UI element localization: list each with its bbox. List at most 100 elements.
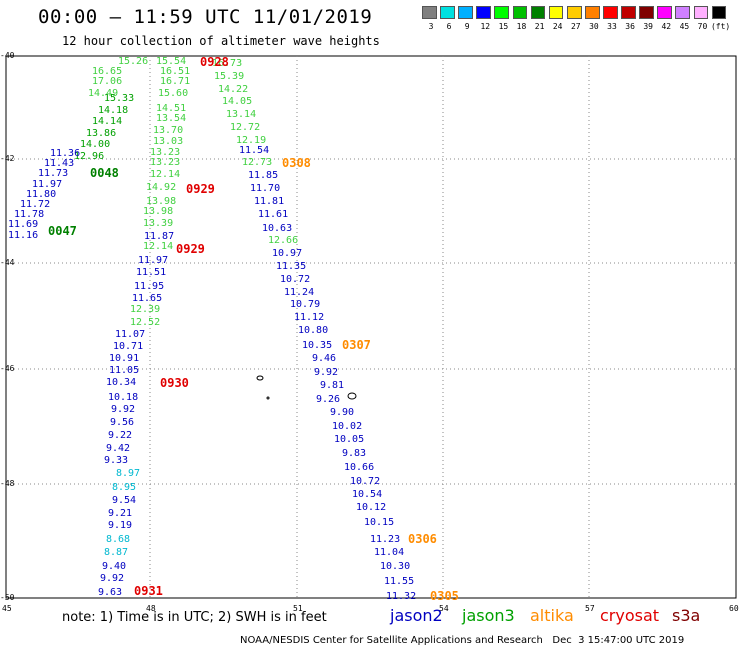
wave-height-value: 15.60 [158, 88, 189, 99]
wave-height-value: 10.97 [272, 248, 303, 259]
legend-swatch [711, 6, 727, 19]
pass-time-label: 0305 [430, 589, 459, 603]
wave-height-value: 10.80 [298, 325, 329, 336]
longitude-label: 60 [729, 604, 739, 613]
wave-height-value: 9.92 [314, 367, 339, 378]
wave-height-value: 8.68 [106, 534, 131, 545]
wave-height-value: 12.66 [268, 235, 299, 246]
legend-label: 30 [589, 22, 599, 31]
wave-height-value: 11.16 [8, 229, 39, 241]
wave-height-value: 9.26 [316, 394, 341, 405]
legend-swatch [530, 6, 546, 19]
wave-height-value: 9.19 [108, 520, 133, 531]
wave-height-value: 11.95 [134, 281, 165, 292]
wave-height-value: 9.21 [108, 508, 133, 519]
wave-height-value: 12.14 [143, 241, 174, 252]
satellite-name-s3a: s3a [672, 606, 701, 625]
latitude-label: -48 [0, 479, 15, 488]
legend-label: 6 [446, 22, 452, 31]
legend-swatch [494, 6, 510, 19]
wave-height-value: 9.83 [342, 448, 367, 459]
wave-height-value: 10.91 [109, 353, 140, 364]
latitude-label: -42 [0, 154, 15, 163]
wave-height-value: 13.14 [226, 109, 257, 120]
wave-height-value: 10.35 [302, 340, 333, 351]
wave-height-value: 11.97 [138, 255, 169, 266]
wave-height-value: 10.18 [108, 392, 139, 403]
wave-height-value: 10.72 [350, 476, 381, 487]
wave-height-value: 11.69 [8, 219, 39, 231]
wave-height-value: 11.35 [276, 261, 307, 272]
credit-line: NOAA/NESDIS Center for Satellite Applica… [240, 635, 685, 646]
latitude-label: -46 [0, 364, 15, 373]
wave-height-value: 8.87 [104, 547, 129, 558]
wave-height-value: 11.65 [132, 293, 163, 304]
wave-height-value: 16.65 [92, 66, 123, 77]
legend-swatch [476, 6, 492, 19]
wave-height-value: 9.92 [111, 404, 136, 415]
legend-label: 33 [607, 22, 617, 31]
map-title: 00:00 — 11:59 UTC 11/01/2019 [38, 6, 373, 28]
wave-height-value: 9.54 [112, 495, 137, 506]
island-outline [256, 375, 264, 381]
wave-height-value: 9.40 [102, 561, 127, 572]
wave-height-value: 11.87 [144, 231, 175, 242]
legend-label: (ft) [710, 22, 731, 31]
wave-height-value: 12.14 [150, 169, 181, 180]
wave-height-value: 9.92 [100, 573, 125, 584]
wave-height-value: 12.52 [130, 317, 161, 328]
wave-height-value: 10.02 [332, 421, 363, 432]
wave-height-value: 10.66 [344, 462, 375, 473]
wave-height-value: 15.39 [214, 71, 245, 82]
legend-swatch [584, 6, 600, 19]
legend-swatch [440, 6, 455, 19]
wave-height-value: 10.54 [352, 489, 383, 500]
wave-height-value: 11.24 [284, 287, 315, 298]
longitude-label: 51 [293, 604, 303, 613]
wave-height-value: 14.00 [80, 139, 111, 150]
wave-height-value: 9.81 [320, 380, 345, 391]
legend-label: 21 [534, 22, 545, 31]
wave-height-value: 14.51 [156, 103, 187, 114]
wave-height-value: 8.97 [116, 468, 141, 479]
wave-height-value: 12.73 [242, 157, 273, 168]
satellite-name-jason3: jason3 [462, 606, 515, 625]
wave-height-value: 11.80 [26, 188, 57, 200]
wave-height-value: 10.12 [356, 502, 387, 513]
wave-height-value: 10.79 [290, 299, 321, 310]
latitude-label: -40 [0, 51, 15, 60]
footer-note: note: 1) Time is in UTC; 2) SWH is in fe… [62, 610, 327, 625]
wave-height-value: 13.03 [153, 136, 184, 147]
wave-height-value: 14.14 [92, 116, 123, 127]
legend-label: 12 [480, 22, 491, 31]
pass-time-label: 0048 [90, 166, 119, 180]
wave-height-value: 11.32 [386, 591, 417, 602]
longitude-label: 48 [146, 604, 156, 613]
island-outline [266, 396, 270, 400]
wave-height-value: 16.51 [160, 66, 191, 77]
wave-height-value: 10.34 [106, 377, 137, 388]
longitude-label: 45 [2, 604, 12, 613]
legend-swatch [657, 6, 673, 19]
wave-height-value: 14.22 [218, 84, 249, 95]
legend-swatch [693, 6, 709, 19]
legend-label: 39 [643, 22, 653, 31]
wave-height-value: 11.61 [258, 209, 289, 220]
wave-height-value: 10.30 [380, 561, 411, 572]
wave-height-value: 11.04 [374, 547, 405, 558]
wave-height-value: 11.51 [136, 267, 167, 278]
wave-height-value: 13.70 [153, 125, 184, 136]
wave-height-value: 11.12 [294, 312, 325, 323]
wave-height-value: 12.39 [130, 304, 161, 315]
wave-height-value: 11.36 [50, 148, 81, 159]
legend-label: 70 [697, 22, 708, 31]
wave-height-value: 14.18 [98, 104, 129, 116]
legend-label: 36 [625, 22, 635, 31]
pass-time-label: 0307 [342, 338, 371, 352]
legend-swatch [512, 6, 528, 19]
legend-label: 45 [679, 22, 690, 31]
wave-height-value: 13.23 [150, 147, 181, 158]
legend-label: 9 [464, 22, 470, 31]
wave-height-value: 13.98 [146, 196, 177, 207]
wave-height-value: 16.71 [160, 76, 191, 87]
